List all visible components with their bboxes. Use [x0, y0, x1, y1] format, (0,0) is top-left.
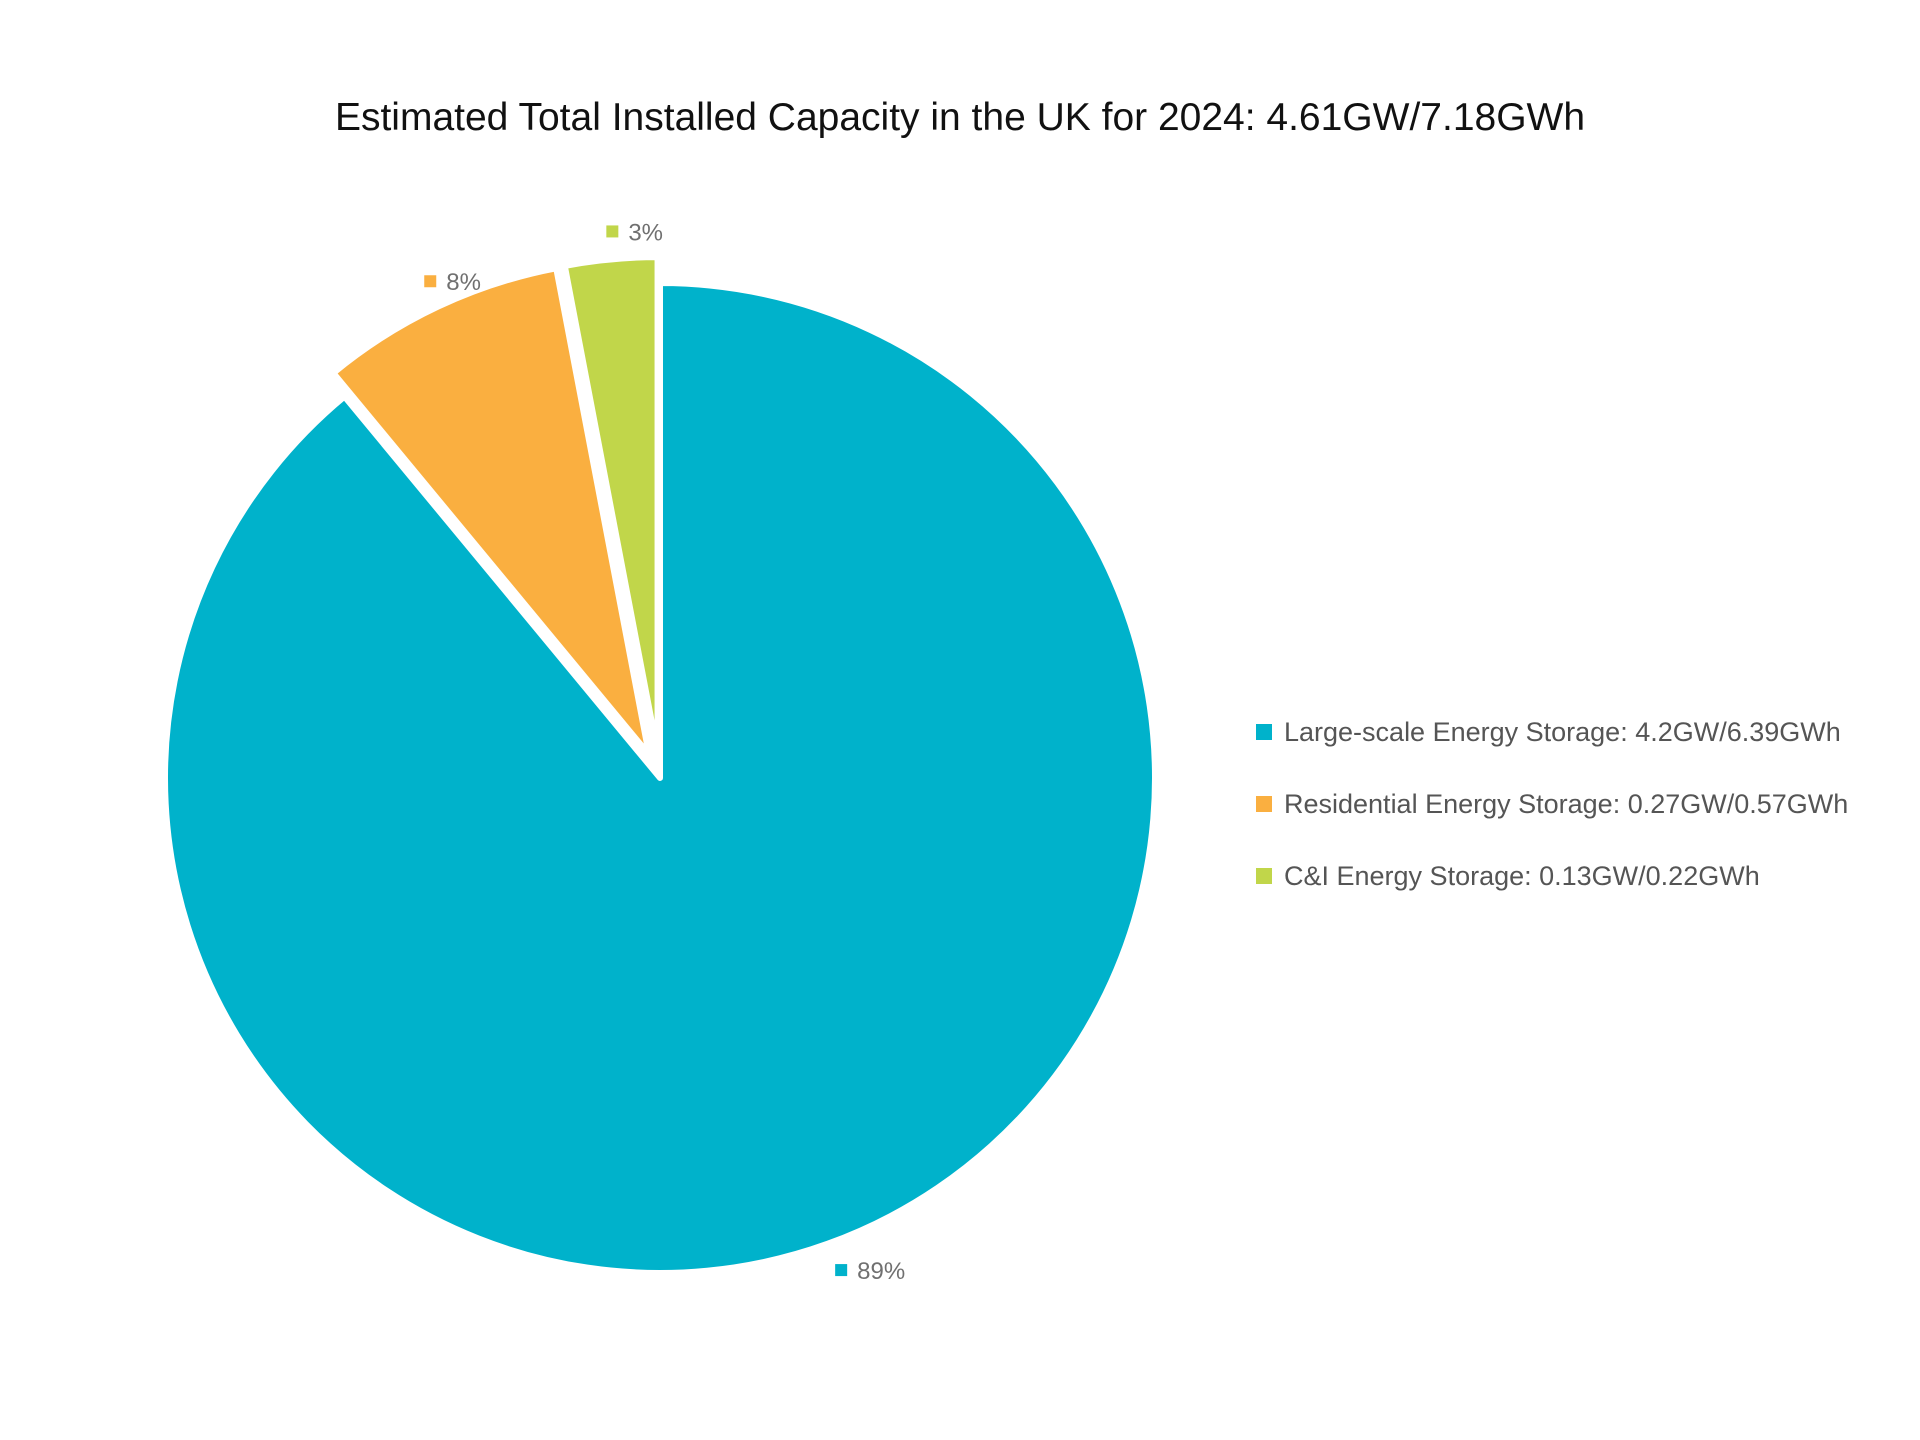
legend-swatch [1256, 724, 1272, 740]
data-label-c-i-energy-storage: 3% [606, 219, 663, 246]
data-label-marker [835, 1264, 848, 1277]
legend-item-residential-energy-storage: Residential Energy Storage: 0.27GW/0.57G… [1256, 768, 1848, 840]
data-label-text: 8% [446, 269, 481, 296]
legend: Large-scale Energy Storage: 4.2GW/6.39GW… [1256, 696, 1848, 912]
pie-slices [162, 254, 1158, 1276]
legend-swatch [1256, 868, 1272, 884]
chart-title: Estimated Total Installed Capacity in th… [334, 96, 1586, 139]
data-label-residential-energy-storage: 8% [424, 269, 481, 296]
pie-slice-large-scale-energy-storage [162, 280, 1158, 1276]
pie-slice-c-i-energy-storage [561, 254, 661, 756]
pie-slice-residential-energy-storage [330, 265, 652, 758]
legend-label: Large-scale Energy Storage: 4.2GW/6.39GW… [1284, 716, 1841, 747]
data-label-text: 89% [857, 1258, 905, 1285]
legend-swatch [1256, 796, 1272, 812]
data-label-marker [606, 225, 619, 238]
pie-data-labels: 89% 8% 3% [424, 219, 905, 1285]
data-label-large-scale-energy-storage: 89% [835, 1258, 905, 1285]
data-label-marker [424, 275, 437, 288]
data-label-text: 3% [628, 219, 663, 246]
legend-item-c-i-energy-storage: C&I Energy Storage: 0.13GW/0.22GWh [1256, 840, 1848, 912]
legend-item-large-scale-energy-storage: Large-scale Energy Storage: 4.2GW/6.39GW… [1256, 696, 1848, 768]
legend-label: Residential Energy Storage: 0.27GW/0.57G… [1284, 788, 1849, 819]
legend-label: C&I Energy Storage: 0.13GW/0.22GWh [1284, 860, 1760, 891]
